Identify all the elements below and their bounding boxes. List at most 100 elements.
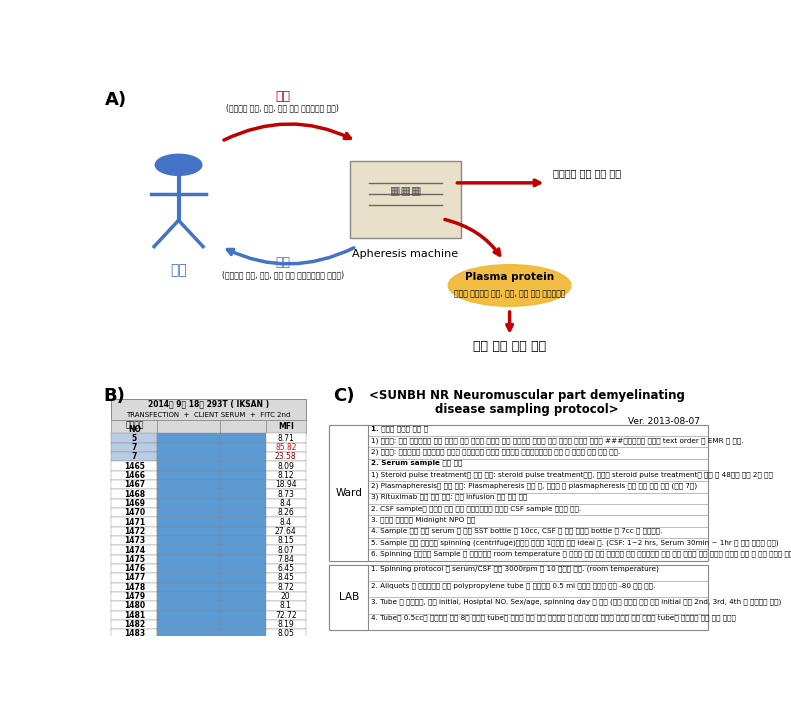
Text: 2014년 9월 18일 293T ( IKSAN ): 2014년 9월 18일 293T ( IKSAN ) bbox=[148, 400, 269, 409]
FancyBboxPatch shape bbox=[157, 508, 220, 518]
Text: 질병 실험 모델 제작: 질병 실험 모델 제작 bbox=[473, 340, 546, 352]
Text: 제거되는 질병 매개 물질: 제거되는 질병 매개 물질 bbox=[553, 168, 621, 178]
Text: TRANSFECTION  +  CLIENT SERUM  +  FITC 2nd: TRANSFECTION + CLIENT SERUM + FITC 2nd bbox=[127, 413, 291, 418]
FancyBboxPatch shape bbox=[157, 601, 220, 611]
FancyBboxPatch shape bbox=[157, 518, 220, 527]
Text: 1480: 1480 bbox=[124, 601, 145, 611]
Text: 8.19: 8.19 bbox=[278, 620, 294, 629]
FancyBboxPatch shape bbox=[157, 611, 220, 620]
Text: 7.84: 7.84 bbox=[278, 555, 294, 564]
FancyBboxPatch shape bbox=[220, 536, 266, 546]
Text: 1482: 1482 bbox=[124, 620, 145, 629]
Text: MFI: MFI bbox=[278, 422, 293, 431]
FancyBboxPatch shape bbox=[266, 611, 305, 620]
Text: 5. Sample 제취 시간부터 spinning (centrifuge)까지의 시간은 1시간이 가장 ideal 함. (CSF: 1~2 hrs, S: 5. Sample 제취 시간부터 spinning (centrifuge)까… bbox=[371, 539, 779, 546]
FancyBboxPatch shape bbox=[112, 620, 157, 629]
FancyBboxPatch shape bbox=[220, 592, 266, 601]
FancyBboxPatch shape bbox=[220, 620, 266, 629]
FancyBboxPatch shape bbox=[266, 508, 305, 518]
Text: 농상된 질병매개 항체, 보체, 염증 매개 바이스카인: 농상된 질병매개 항체, 보체, 염증 매개 바이스카인 bbox=[454, 290, 566, 299]
FancyBboxPatch shape bbox=[112, 601, 157, 611]
Text: 72.72: 72.72 bbox=[275, 611, 297, 620]
FancyBboxPatch shape bbox=[266, 499, 305, 508]
FancyBboxPatch shape bbox=[157, 480, 220, 489]
Text: 6. Spinning 이전까지 Sample 은 일반적으로 room temperature 에 보관을 하는 것을 원칙으로 하나 불가피하게 주말 혹은: 6. Spinning 이전까지 Sample 은 일반적으로 room tem… bbox=[371, 551, 791, 557]
FancyBboxPatch shape bbox=[220, 546, 266, 555]
FancyBboxPatch shape bbox=[157, 433, 220, 443]
FancyBboxPatch shape bbox=[112, 564, 157, 573]
FancyBboxPatch shape bbox=[157, 536, 220, 546]
FancyBboxPatch shape bbox=[112, 499, 157, 508]
Text: 8.72: 8.72 bbox=[278, 583, 294, 592]
FancyBboxPatch shape bbox=[112, 470, 157, 480]
FancyBboxPatch shape bbox=[220, 508, 266, 518]
Text: 2. CSF sample은 치료와 관계 없이 진단목적으로 시행한 CSF sample 모두를 보관.: 2. CSF sample은 치료와 관계 없이 진단목적으로 시행한 CSF … bbox=[371, 505, 581, 512]
Text: 1473: 1473 bbox=[124, 536, 145, 545]
Text: 3) Rituximab 치료 받는 환자: 매회 infusion 이후 반복 시행: 3) Rituximab 치료 받는 환자: 매회 infusion 이후 반복… bbox=[371, 493, 528, 500]
Text: 1. Spinning protocol 은 serum/CSF 모두 3000rpm 에 10 분동안 시행. (room temperature): 1. Spinning protocol 은 serum/CSF 모두 3000… bbox=[371, 566, 659, 572]
Text: 1470: 1470 bbox=[124, 508, 145, 517]
FancyBboxPatch shape bbox=[266, 480, 305, 489]
Text: 8.12: 8.12 bbox=[278, 471, 294, 480]
Text: 1479: 1479 bbox=[124, 592, 145, 601]
FancyBboxPatch shape bbox=[266, 536, 305, 546]
FancyBboxPatch shape bbox=[266, 470, 305, 480]
Text: Ward: Ward bbox=[335, 488, 362, 498]
FancyBboxPatch shape bbox=[220, 611, 266, 620]
Text: 8.45: 8.45 bbox=[278, 573, 294, 583]
Text: 2. Serum sample 시행 일정: 2. Serum sample 시행 일정 bbox=[371, 460, 463, 466]
FancyBboxPatch shape bbox=[220, 601, 266, 611]
FancyBboxPatch shape bbox=[329, 425, 368, 561]
FancyBboxPatch shape bbox=[266, 489, 305, 499]
FancyBboxPatch shape bbox=[266, 629, 305, 638]
FancyBboxPatch shape bbox=[157, 499, 220, 508]
FancyBboxPatch shape bbox=[220, 433, 266, 443]
FancyBboxPatch shape bbox=[220, 470, 266, 480]
FancyBboxPatch shape bbox=[220, 527, 266, 536]
FancyBboxPatch shape bbox=[157, 527, 220, 536]
Text: 2) Plasmapheresis를 받는 환자: Plasmapheresis 시작 전, 그리고 매 plasmapheresis 시행 이후 반복 시행 : 2) Plasmapheresis를 받는 환자: Plasmapheresis… bbox=[371, 483, 698, 489]
Text: 8.15: 8.15 bbox=[278, 536, 294, 545]
Text: 혁랙: 혁랙 bbox=[275, 90, 290, 103]
Text: <SUNBH NR Neuromuscular part demyelinating: <SUNBH NR Neuromuscular part demyelinati… bbox=[369, 389, 684, 403]
FancyBboxPatch shape bbox=[220, 499, 266, 508]
FancyBboxPatch shape bbox=[112, 536, 157, 546]
FancyBboxPatch shape bbox=[112, 629, 157, 638]
FancyBboxPatch shape bbox=[157, 461, 220, 470]
FancyBboxPatch shape bbox=[157, 629, 220, 638]
Text: 18.94: 18.94 bbox=[275, 480, 297, 489]
FancyBboxPatch shape bbox=[220, 420, 266, 433]
FancyBboxPatch shape bbox=[220, 489, 266, 499]
FancyBboxPatch shape bbox=[220, 480, 266, 489]
FancyBboxPatch shape bbox=[220, 461, 266, 470]
FancyBboxPatch shape bbox=[266, 601, 305, 611]
FancyBboxPatch shape bbox=[157, 452, 220, 461]
FancyBboxPatch shape bbox=[266, 443, 305, 452]
FancyBboxPatch shape bbox=[112, 592, 157, 601]
FancyBboxPatch shape bbox=[112, 611, 157, 620]
FancyBboxPatch shape bbox=[112, 480, 157, 489]
FancyBboxPatch shape bbox=[157, 583, 220, 592]
Text: 85.82: 85.82 bbox=[275, 443, 297, 452]
FancyBboxPatch shape bbox=[220, 518, 266, 527]
Text: 1468: 1468 bbox=[124, 490, 145, 498]
FancyBboxPatch shape bbox=[112, 508, 157, 518]
Text: 신경염액: 신경염액 bbox=[125, 420, 144, 429]
Text: (질병매개 항체, 보체, 염증 매개 바이스카인이 제거됨): (질병매개 항체, 보체, 염증 매개 바이스카인이 제거됨) bbox=[221, 270, 344, 279]
Text: 7: 7 bbox=[131, 443, 137, 452]
Text: 8.07: 8.07 bbox=[278, 546, 294, 555]
FancyBboxPatch shape bbox=[157, 546, 220, 555]
FancyBboxPatch shape bbox=[220, 555, 266, 564]
FancyBboxPatch shape bbox=[112, 443, 157, 452]
Text: 1466: 1466 bbox=[124, 471, 145, 480]
FancyBboxPatch shape bbox=[112, 527, 157, 536]
Text: 6.45: 6.45 bbox=[278, 564, 294, 573]
Text: 1472: 1472 bbox=[124, 527, 145, 536]
Text: 8.26: 8.26 bbox=[278, 508, 294, 517]
FancyBboxPatch shape bbox=[266, 433, 305, 443]
FancyBboxPatch shape bbox=[157, 555, 220, 564]
FancyBboxPatch shape bbox=[157, 573, 220, 583]
Text: 1465: 1465 bbox=[124, 462, 145, 470]
Text: 4. Sample 제취 양은 serum 의 경우 SST bottle 로 10cc, CSF 의 경우 보관용 bottle 로 7cc 를 제취한다.: 4. Sample 제취 양은 serum 의 경우 SST bottle 로 … bbox=[371, 528, 663, 534]
Text: ▦▦▦: ▦▦▦ bbox=[390, 184, 421, 194]
